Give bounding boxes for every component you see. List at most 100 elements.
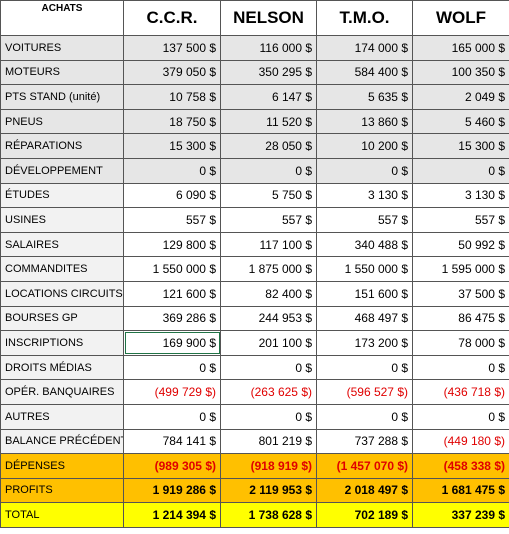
- cell-value: (499 729 $): [123, 379, 221, 405]
- cell-value: 13 860 $: [316, 108, 413, 135]
- cell-value: 6 090 $: [123, 182, 221, 209]
- cell-value: 0 $: [220, 403, 317, 430]
- cell-value: 1 595 000 $: [412, 256, 509, 282]
- cell-value: 369 286 $: [123, 305, 221, 332]
- table-row: PNEUS 18 750 $11 520 $13 860 $5 460 $: [0, 108, 509, 135]
- cell-value: 78 000 $: [412, 330, 509, 356]
- table-row: DROITS MÉDIAS 0 $0 $0 $0 $: [0, 354, 509, 381]
- cell-value: 10 758 $: [123, 84, 221, 110]
- row-label: LOCATIONS CIRCUITS: [0, 280, 124, 307]
- cell-value: 173 200 $: [316, 330, 413, 356]
- cell-value: (436 718 $): [412, 379, 509, 405]
- cell-value: 15 300 $: [123, 133, 221, 159]
- row-label: PNEUS: [0, 108, 124, 135]
- row-label: MOTEURS: [0, 59, 124, 86]
- cell-value: (449 180 $): [412, 428, 509, 455]
- cell-value: 379 050 $: [123, 59, 221, 86]
- cell-value: (263 625 $): [220, 379, 317, 405]
- cell-value: 1 550 000 $: [316, 256, 413, 282]
- cell-value: 117 100 $: [220, 231, 317, 258]
- table-row: RÉPARATIONS 15 300 $28 050 $10 200 $15 30…: [0, 133, 509, 159]
- header-row: ACHATS C.C.R. NELSON T.M.O. WOLF: [0, 0, 509, 36]
- cell-value: 201 100 $: [220, 330, 317, 356]
- cell-value: 0 $: [412, 354, 509, 381]
- table-row: DÉPENSES (989 305 $) (918 919 $) (1 457 070…: [0, 453, 509, 479]
- cell-value: 50 992 $: [412, 231, 509, 258]
- table-body: VOITURES 137 500 $116 000 $174 000 $165 0…: [0, 35, 509, 528]
- cell-value: 557 $: [220, 207, 317, 233]
- cell-value: 2 119 953 $: [220, 477, 317, 504]
- cell-value: 100 350 $: [412, 59, 509, 86]
- row-label: PTS STAND (unité): [0, 84, 124, 110]
- cell-value: 557 $: [412, 207, 509, 233]
- cell-value: 0 $: [220, 354, 317, 381]
- cell-value: 11 520 $: [220, 108, 317, 135]
- cell-value: 37 500 $: [412, 280, 509, 307]
- table-row: INSCRIPTIONS 169 900 $201 100 $173 200 $7…: [0, 330, 509, 356]
- cell-value: (918 919 $): [220, 453, 317, 479]
- cell-value: (458 338 $): [412, 453, 509, 479]
- table-row: COMMANDITES 1 550 000 $1 875 000 $1 550 0…: [0, 256, 509, 282]
- row-label: USINES: [0, 207, 124, 233]
- cell-value: 5 460 $: [412, 108, 509, 135]
- table-row: MOTEURS 379 050 $350 295 $584 400 $100 35…: [0, 59, 509, 86]
- cell-value: 1 875 000 $: [220, 256, 317, 282]
- cell-value: 0 $: [412, 403, 509, 430]
- cell-value: 137 500 $: [123, 35, 221, 61]
- table-row: BALANCE PRÉCÉDENT 784 141 $801 219 $737 2…: [0, 428, 509, 455]
- cell-value: (596 527 $): [316, 379, 413, 405]
- cell-value: 0 $: [316, 403, 413, 430]
- row-label: ÉTUDES: [0, 182, 124, 209]
- cell-value: 584 400 $: [316, 59, 413, 86]
- row-label: BALANCE PRÉCÉDENT: [0, 428, 124, 455]
- cell-value: 244 953 $: [220, 305, 317, 332]
- cell-value: 468 497 $: [316, 305, 413, 332]
- cell-value: 6 147 $: [220, 84, 317, 110]
- table-row: ÉTUDES 6 090 $5 750 $3 130 $3 130 $: [0, 182, 509, 209]
- cell-value: 18 750 $: [123, 108, 221, 135]
- cell-value: 5 635 $: [316, 84, 413, 110]
- column-header: WOLF: [412, 0, 509, 36]
- table-row: BOURSES GP 369 286 $244 953 $468 497 $86 …: [0, 305, 509, 332]
- row-label: DROITS MÉDIAS: [0, 354, 124, 381]
- table-row: DÉVELOPPEMENT 0 $0 $0 $0 $: [0, 157, 509, 184]
- cell-value: 737 288 $: [316, 428, 413, 455]
- row-label: PROFITS: [0, 477, 124, 504]
- cell-value: (989 305 $): [123, 453, 221, 479]
- cell-value: 3 130 $: [316, 182, 413, 209]
- cell-value: 340 488 $: [316, 231, 413, 258]
- cell-value: 15 300 $: [412, 133, 509, 159]
- table-row: PTS STAND (unité) 10 758 $6 147 $5 635 $2…: [0, 84, 509, 110]
- row-label: OPÉR. BANQUAIRES: [0, 379, 124, 405]
- row-label: BOURSES GP: [0, 305, 124, 332]
- table-row: SALAIRES 129 800 $117 100 $340 488 $50 99…: [0, 231, 509, 258]
- row-label: VOITURES: [0, 35, 124, 61]
- cell-value: 0 $: [316, 157, 413, 184]
- cell-value: (1 457 070 $): [316, 453, 413, 479]
- cell-value: 1 919 286 $: [123, 477, 221, 504]
- column-header: C.C.R.: [123, 0, 221, 36]
- cell-value: 557 $: [123, 207, 221, 233]
- cell-value: 0 $: [123, 354, 221, 381]
- cell-value: 1 681 475 $: [412, 477, 509, 504]
- cell-value: 5 750 $: [220, 182, 317, 209]
- column-header: NELSON: [220, 0, 317, 36]
- cell-value: 169 900 $: [123, 330, 221, 356]
- cell-value: 82 400 $: [220, 280, 317, 307]
- cell-value: 0 $: [412, 157, 509, 184]
- cell-value: 350 295 $: [220, 59, 317, 86]
- cell-value: 0 $: [123, 403, 221, 430]
- column-header: T.M.O.: [316, 0, 413, 36]
- row-label: AUTRES: [0, 403, 124, 430]
- table-row: VOITURES 137 500 $116 000 $174 000 $165 0…: [0, 35, 509, 61]
- cell-value: 151 600 $: [316, 280, 413, 307]
- cell-value: 1 738 628 $: [220, 502, 317, 528]
- table-row: OPÉR. BANQUAIRES (499 729 $) (263 625 $) (5…: [0, 379, 509, 405]
- cell-value: 702 189 $: [316, 502, 413, 528]
- cell-value: 165 000 $: [412, 35, 509, 61]
- cell-value: 337 239 $: [412, 502, 509, 528]
- row-label: DÉVELOPPEMENT: [0, 157, 124, 184]
- cell-value: 0 $: [316, 354, 413, 381]
